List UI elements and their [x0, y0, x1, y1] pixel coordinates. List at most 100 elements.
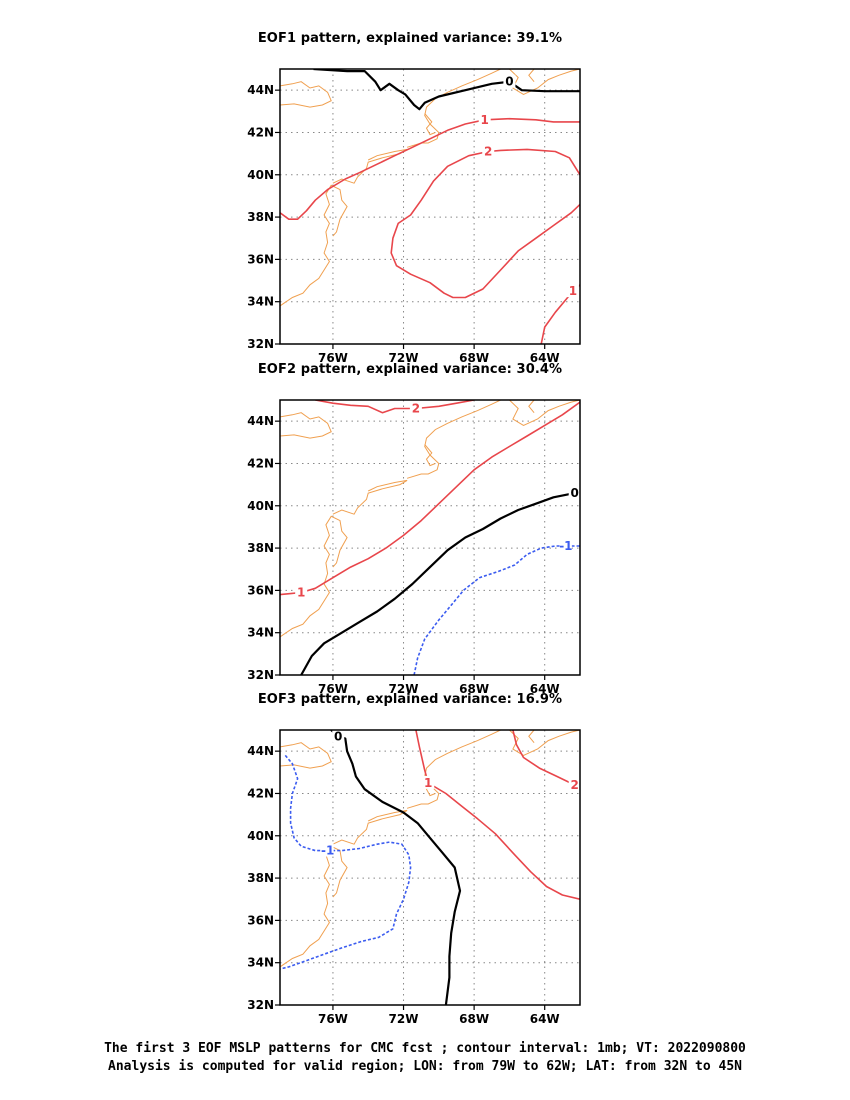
contour-label: 2: [571, 778, 579, 792]
y-tick-label: 36N: [247, 583, 274, 597]
y-tick-label: 32N: [247, 337, 274, 351]
y-tick-label: 42N: [247, 786, 274, 800]
y-tick-label: 42N: [247, 456, 274, 470]
contour-label-bg: [332, 729, 345, 743]
coastline-segment: [509, 69, 580, 95]
eof3-title: EOF3 pattern, explained variance: 16.9%: [257, 692, 563, 707]
x-tick-label: 76W: [318, 1012, 348, 1026]
y-tick-label: 34N: [247, 295, 274, 309]
contours-group: [280, 730, 580, 1005]
coastline-segment: [509, 400, 580, 426]
coastline-segment: [406, 400, 501, 479]
coastline-segment: [528, 400, 535, 414]
y-tick-label: 40N: [247, 168, 274, 182]
eof2-map: 2 1 0 -1 32N 34N 36N 38N 40N 42N 44N 76W 72W 68W 64W: [247, 399, 581, 696]
contour-label-bg: [482, 144, 495, 158]
y-tick-label: 34N: [247, 956, 274, 970]
y-tick-label: 42N: [247, 125, 274, 139]
contour-line--1: [280, 754, 412, 970]
coastline-group: [280, 69, 580, 307]
coastline-segment: [406, 730, 501, 809]
y-tick-label: 44N: [247, 744, 274, 758]
contour-line-2: [390, 148, 580, 299]
eof3-panel: EOF3 pattern, explained variance: 16.9% …: [230, 692, 610, 1027]
contour-label: 1: [481, 113, 489, 127]
y-tick-label: 36N: [247, 913, 274, 927]
coastline-segment: [332, 479, 408, 515]
contour-line--1: [413, 545, 580, 675]
eof3-map: 0 1 2 -1 32N 34N 36N 38N 40N 42N 44N 76W 72W 68W 64W: [247, 729, 581, 1026]
eof1-title: EOF1 pattern, explained variance: 39.1%: [257, 31, 563, 46]
coastline-group: [280, 400, 580, 638]
contour-label-bg: [321, 843, 334, 857]
x-tick-label: 72W: [389, 682, 419, 696]
y-tick-label: 32N: [247, 668, 274, 682]
coastline-group: [280, 730, 580, 968]
contour-line-0: [330, 730, 462, 1005]
contour-label: 1: [569, 284, 577, 298]
contour-label: 2: [412, 401, 420, 415]
y-tick-label: 34N: [247, 626, 274, 640]
x-tick-label: 68W: [459, 682, 489, 696]
contour-line-1: [280, 401, 580, 596]
coastline-segment: [406, 69, 501, 148]
contours-group: [280, 400, 580, 675]
eof1-map: 0 1 2 1 32N 34N 36N 38N 40N 42N 44N 76W 72W 68W 64W: [247, 68, 581, 365]
contour-label-bg: [478, 112, 491, 126]
contour-line-0: [313, 69, 580, 111]
plot-frame: [279, 68, 581, 345]
y-tick-label: 44N: [247, 83, 274, 97]
x-tick-label: 64W: [530, 351, 560, 365]
x-tick-label: 72W: [389, 351, 419, 365]
y-tick-label: 32N: [247, 998, 274, 1012]
contour-line-1: [415, 730, 580, 900]
caption-line-1: The first 3 EOF MSLP patterns for CMC fc…: [104, 1041, 746, 1056]
contour-line-1: [280, 117, 580, 220]
x-tick-label: 64W: [530, 682, 560, 696]
coastline-segment: [280, 81, 332, 108]
x-tick-label: 64W: [530, 1012, 560, 1026]
contour-label: -1: [559, 539, 572, 553]
coastline-segment: [280, 742, 332, 769]
x-tick-label: 76W: [318, 682, 348, 696]
coastline-segment: [280, 184, 348, 307]
eof1-panel: EOF1 pattern, explained variance: 39.1% …: [230, 31, 610, 366]
contour-line-0: [300, 490, 580, 675]
contour-label: 2: [484, 145, 492, 159]
coastline-segment: [280, 515, 348, 638]
contour-label-bg: [422, 775, 435, 789]
contours-group: [280, 69, 580, 344]
contour-label-bg: [295, 585, 308, 599]
y-tick-label: 38N: [247, 871, 274, 885]
x-tick-label: 76W: [318, 351, 348, 365]
coastline-segment: [332, 148, 408, 184]
contour-label: 1: [297, 586, 305, 600]
contour-label: -1: [321, 844, 334, 858]
contour-label-bg: [568, 778, 581, 791]
contour-label: 1: [424, 776, 432, 790]
coastline-segment: [332, 809, 408, 845]
contour-label: 0: [334, 729, 342, 743]
plot-frame: [279, 729, 581, 1006]
eof2-panel: EOF2 pattern, explained variance: 30.4% …: [230, 362, 610, 697]
contour-label: 0: [571, 486, 579, 500]
coastline-segment: [528, 730, 535, 744]
contour-label-bg: [559, 538, 572, 552]
contour-label: 0: [505, 75, 513, 89]
coastline-segment: [424, 113, 436, 136]
y-tick-label: 38N: [247, 210, 274, 224]
contour-label-bg: [568, 486, 581, 500]
coastline-segment: [424, 444, 436, 467]
contour-line-2: [315, 400, 475, 414]
y-tick-label: 44N: [247, 414, 274, 428]
coastline-segment: [280, 845, 348, 968]
y-tick-label: 36N: [247, 252, 274, 266]
x-tick-label: 72W: [389, 1012, 419, 1026]
x-tick-label: 68W: [459, 1012, 489, 1026]
contour-label-bg: [566, 284, 579, 298]
coastline-segment: [280, 412, 332, 439]
plot-frame: [279, 399, 581, 676]
eof2-title: EOF2 pattern, explained variance: 30.4%: [257, 362, 563, 377]
y-tick-label: 40N: [247, 829, 274, 843]
contour-label-bg: [409, 401, 422, 415]
